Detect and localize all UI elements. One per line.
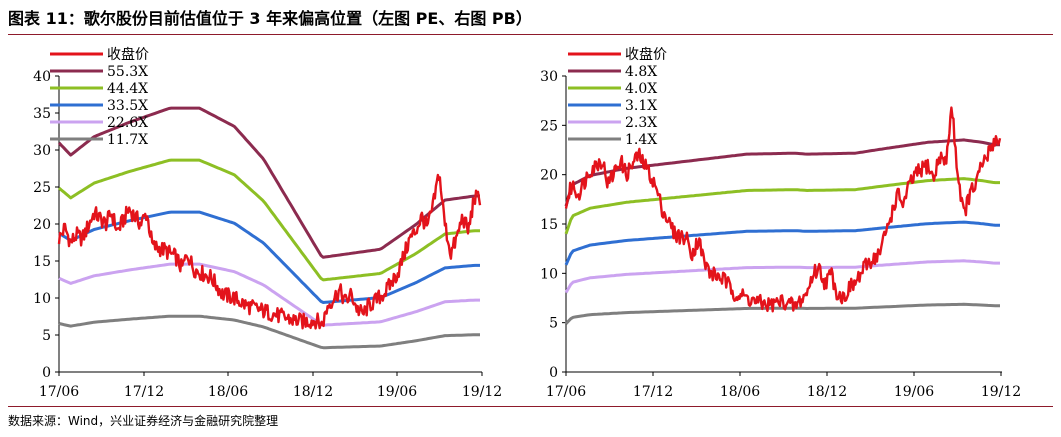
- legend-label: 2.3X: [625, 115, 657, 131]
- series-line-22.6X: [58, 262, 480, 327]
- legend-label: 11.7X: [107, 132, 148, 148]
- y-tick-label: 20: [540, 168, 558, 184]
- x-tick-label: 17/06: [546, 384, 586, 400]
- y-tick-label: 40: [33, 69, 51, 85]
- legend-label: 1.4X: [625, 132, 657, 148]
- series-line-4.0X: [564, 177, 1000, 235]
- page-title: 图表 11：歌尔股份目前估值位于 3 年来偏高位置（左图 PE、右图 PB）: [8, 4, 1053, 35]
- legend-label: 3.1X: [625, 98, 657, 114]
- x-tick-label: 18/06: [208, 384, 248, 400]
- series-line-3.1X: [564, 220, 1000, 266]
- x-tick-label: 18/06: [720, 384, 760, 400]
- pb-chart: 0 5 10 15 20 25 30 17/06 17/12 18/06 18/12 19/06 19/…: [540, 46, 1021, 400]
- y-tick-label: 35: [33, 106, 51, 122]
- series-line-2.3X: [564, 259, 1000, 294]
- y-tick-label: 5: [549, 316, 558, 332]
- y-tick-label: 10: [33, 291, 51, 307]
- x-tick-label: 17/12: [124, 384, 164, 400]
- x-tick-label: 18/12: [807, 384, 847, 400]
- x-tick-label: 17/06: [39, 384, 79, 400]
- x-tick-label: 19/12: [462, 384, 502, 400]
- series-line-close: [57, 173, 482, 330]
- y-tick-label: 5: [42, 328, 51, 344]
- y-tick-label: 15: [540, 217, 558, 233]
- series-line-4.8X: [564, 138, 1000, 207]
- series-line-11.7X: [58, 314, 480, 350]
- legend-label: 55.3X: [107, 64, 148, 80]
- y-tick-label: 25: [540, 118, 558, 134]
- series-line-close: [564, 106, 1002, 313]
- y-tick-label: 15: [33, 254, 51, 270]
- legend-label: 4.0X: [625, 81, 657, 97]
- series-line-55.3X: [57, 106, 480, 259]
- x-tick-label: 19/06: [894, 384, 934, 400]
- x-tick-label: 17/12: [633, 384, 673, 400]
- y-tick-label: 30: [540, 69, 558, 85]
- series-line-44.4X: [58, 158, 480, 282]
- legend-label: 收盘价: [625, 46, 667, 63]
- x-tick-label: 19/06: [377, 384, 417, 400]
- y-tick-label: 20: [33, 217, 51, 233]
- x-tick-label: 18/12: [293, 384, 333, 400]
- y-tick-label: 0: [549, 365, 558, 381]
- series-line-33.5X: [58, 210, 480, 304]
- legend-label: 33.5X: [107, 98, 148, 114]
- y-tick-label: 30: [33, 143, 51, 159]
- y-tick-label: 10: [540, 266, 558, 282]
- y-tick-label: 0: [42, 365, 51, 381]
- legend-label: 收盘价: [107, 46, 149, 63]
- pe-chart: 0 5 10 15 20 25 30 35 40 17/06 17/12 18/06 18/12 19/0…: [33, 46, 502, 400]
- x-tick-label: 19/12: [981, 384, 1021, 400]
- source-note: 数据来源：Wind，兴业证券经济与金融研究院整理: [8, 406, 1053, 435]
- y-tick-label: 25: [33, 180, 51, 196]
- legend-label: 4.8X: [625, 64, 657, 80]
- legend-label: 44.4X: [107, 81, 148, 97]
- legend-label: 22.6X: [107, 115, 148, 131]
